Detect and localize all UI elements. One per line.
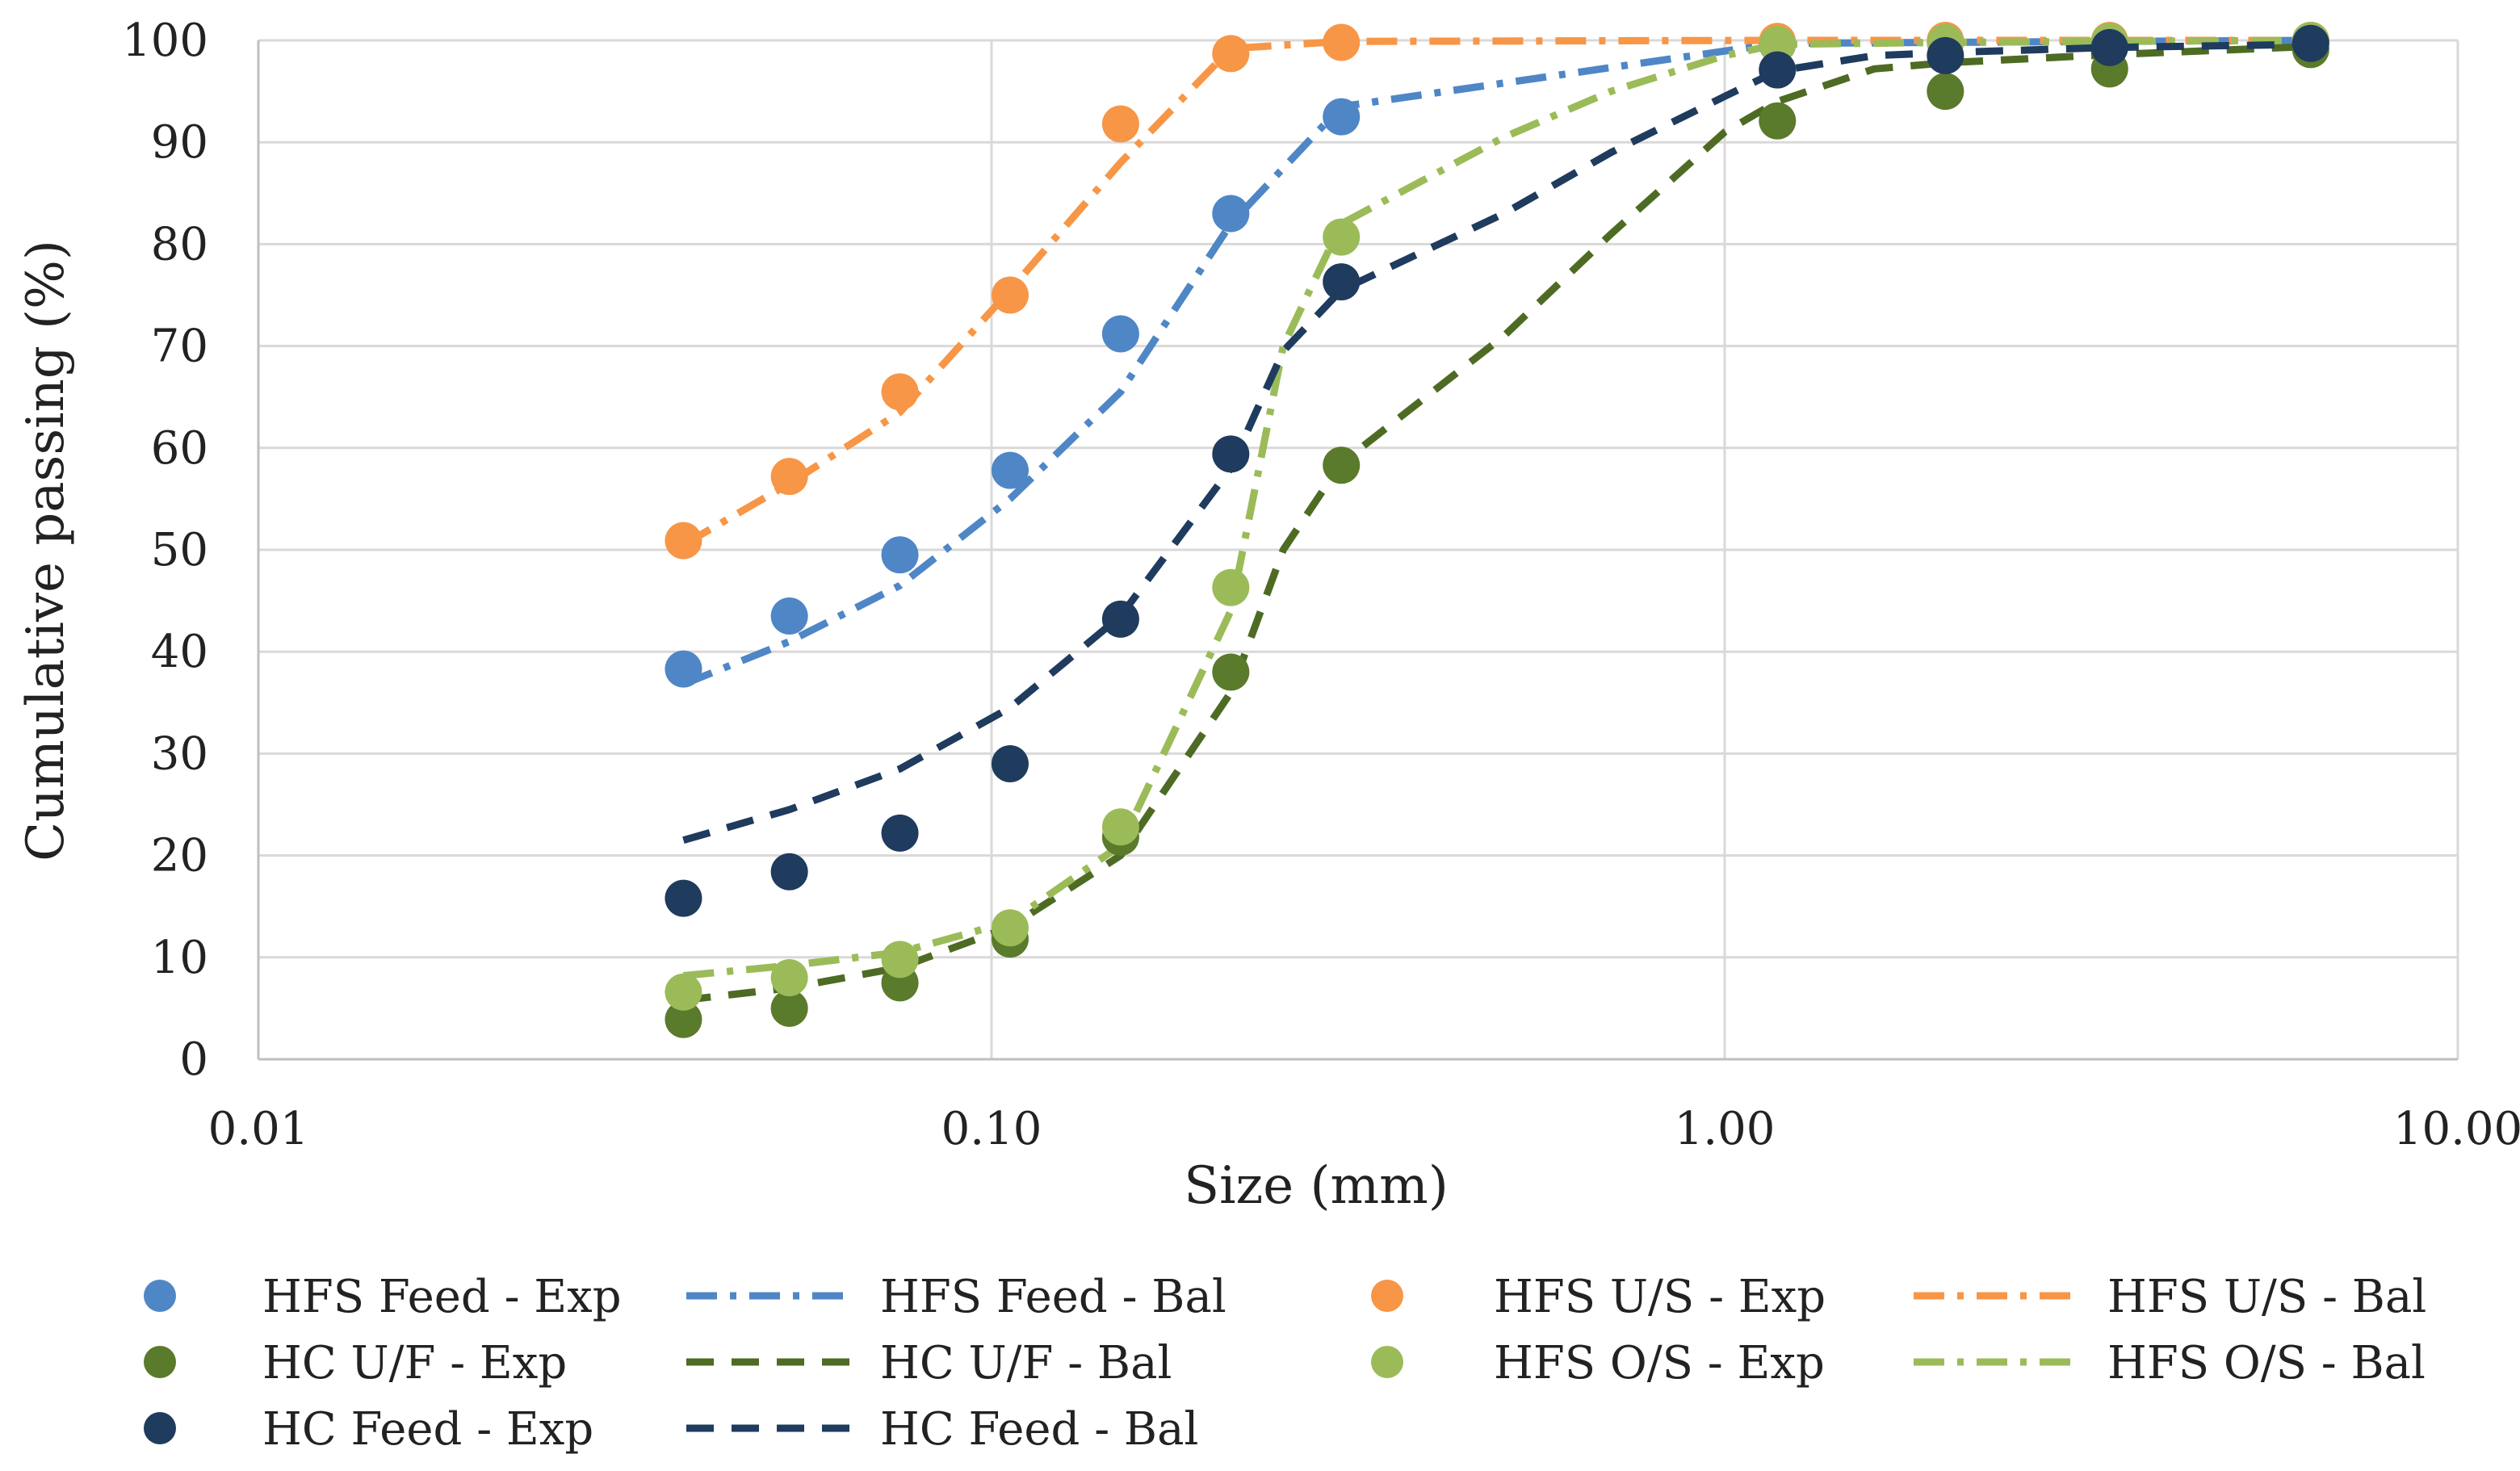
data-point-hfs-feed-exp [881, 536, 919, 574]
axes [257, 40, 2458, 1061]
y-tick-label: 60 [151, 422, 208, 475]
data-point-hfs-u-s-exp [1101, 105, 1139, 143]
y-tick-label: 90 [151, 116, 208, 169]
legend-marker-hfs-o-s-exp [1371, 1346, 1403, 1378]
data-point-hfs-feed-exp [1212, 195, 1250, 233]
data-point-hfs-u-s-exp [1212, 35, 1250, 73]
legend-label-hfs-o-s-exp: HFS O/S - Exp [1494, 1337, 1825, 1389]
data-point-hc-u-f-exp [1927, 73, 1964, 111]
legend-label-hfs-u-s-bal: HFS U/S - Bal [2107, 1271, 2426, 1323]
data-point-hfs-u-s-exp [770, 458, 808, 496]
legend-label-hfs-feed-exp: HFS Feed - Exp [262, 1271, 622, 1323]
data-point-hc-feed-exp [1759, 51, 1797, 89]
tick-labels: 0 10 20 30 40 50 60 70 80 90 100 0.01 0.10 1.00 10.00 [122, 15, 2520, 1155]
series-line-hfs-u-s-bal [681, 36, 2311, 548]
data-point-hc-feed-exp [1323, 263, 1361, 301]
y-tick-label: 0 [179, 1033, 208, 1086]
legend-label-hc-feed-exp: HC Feed - Exp [262, 1403, 593, 1456]
data-point-hc-u-f-exp [1323, 446, 1361, 484]
data-point-hc-feed-exp [1101, 600, 1139, 638]
data-point-hc-u-f-exp [770, 989, 808, 1027]
data-point-hfs-feed-exp [665, 650, 702, 688]
data-point-hfs-feed-exp [991, 451, 1029, 489]
data-point-hfs-feed-exp [770, 597, 808, 635]
legend-label-hfs-u-s-exp: HFS U/S - Exp [1494, 1271, 1826, 1323]
data-point-hfs-o-s-exp [1101, 808, 1139, 846]
x-tick-label: 1.00 [1675, 1103, 1776, 1155]
data-point-hc-feed-exp [1927, 36, 1964, 74]
data-point-hfs-o-s-exp [881, 941, 919, 979]
data-point-hfs-u-s-exp [991, 276, 1029, 314]
data-point-hc-feed-exp [2090, 28, 2128, 66]
series-line-hc-u-f-bal [682, 43, 2311, 1004]
data-point-hc-feed-exp [1212, 435, 1250, 473]
data-point-hfs-o-s-exp [1323, 218, 1361, 256]
y-tick-label: 20 [151, 830, 208, 882]
data-point-hfs-o-s-exp [991, 909, 1029, 947]
legend: HFS Feed - Exp HFS Feed - Bal HFS U/S - Ex… [144, 1271, 2426, 1456]
data-point-hc-u-f-exp [665, 1000, 702, 1038]
legend-marker-hfs-feed-exp [144, 1280, 176, 1312]
y-tick-label: 80 [151, 218, 208, 270]
data-point-hfs-u-s-exp [665, 522, 702, 559]
data-point-hfs-u-s-exp [881, 373, 919, 411]
data-point-hc-feed-exp [665, 879, 702, 917]
balance-lines [681, 36, 2311, 1004]
data-point-hc-feed-exp [991, 745, 1029, 783]
data-point-hc-feed-exp [881, 814, 919, 852]
x-tick-label: 0.10 [941, 1103, 1042, 1155]
y-tick-label: 70 [151, 321, 208, 373]
data-point-hc-u-f-exp [1212, 653, 1250, 691]
data-point-hc-feed-exp [2291, 24, 2329, 62]
legend-label-hfs-o-s-bal: HFS O/S - Bal [2107, 1337, 2426, 1389]
data-point-hc-u-f-exp [1759, 102, 1797, 140]
data-point-hfs-o-s-exp [1212, 568, 1250, 606]
legend-label-hfs-feed-bal: HFS Feed - Bal [880, 1271, 1226, 1323]
x-axis-title: Size (mm) [1184, 1156, 1449, 1216]
y-tick-label: 100 [122, 15, 208, 67]
y-axis-title: Cumulative passing (%) [16, 240, 76, 861]
data-point-hfs-feed-exp [1323, 98, 1361, 136]
y-tick-label: 40 [151, 626, 208, 678]
data-point-hfs-o-s-exp [1759, 26, 1797, 64]
legend-label-hc-u-f-exp: HC U/F - Exp [262, 1337, 567, 1389]
data-point-hc-feed-exp [770, 853, 808, 891]
series-line-hfs-o-s-bal [682, 36, 2311, 979]
y-tick-label: 30 [151, 727, 208, 780]
y-tick-label: 50 [151, 524, 208, 576]
legend-marker-hc-u-f-exp [144, 1346, 176, 1378]
legend-marker-hfs-u-s-exp [1371, 1280, 1403, 1312]
data-point-hfs-o-s-exp [665, 973, 702, 1011]
x-tick-label: 10.00 [2393, 1103, 2520, 1155]
data-point-hfs-o-s-exp [770, 959, 808, 997]
x-tick-label: 0.01 [208, 1103, 309, 1155]
data-point-hfs-u-s-exp [1323, 23, 1361, 61]
legend-label-hc-u-f-bal: HC U/F - Bal [880, 1337, 1172, 1389]
y-tick-label: 10 [151, 932, 208, 984]
gridlines [258, 39, 2459, 1059]
series-line-hc-feed-bal [682, 40, 2311, 844]
legend-label-hc-feed-bal: HC Feed - Bal [880, 1403, 1198, 1456]
experimental-points [665, 22, 2329, 1038]
legend-marker-hc-feed-exp [144, 1412, 176, 1444]
data-point-hfs-feed-exp [1101, 315, 1139, 353]
